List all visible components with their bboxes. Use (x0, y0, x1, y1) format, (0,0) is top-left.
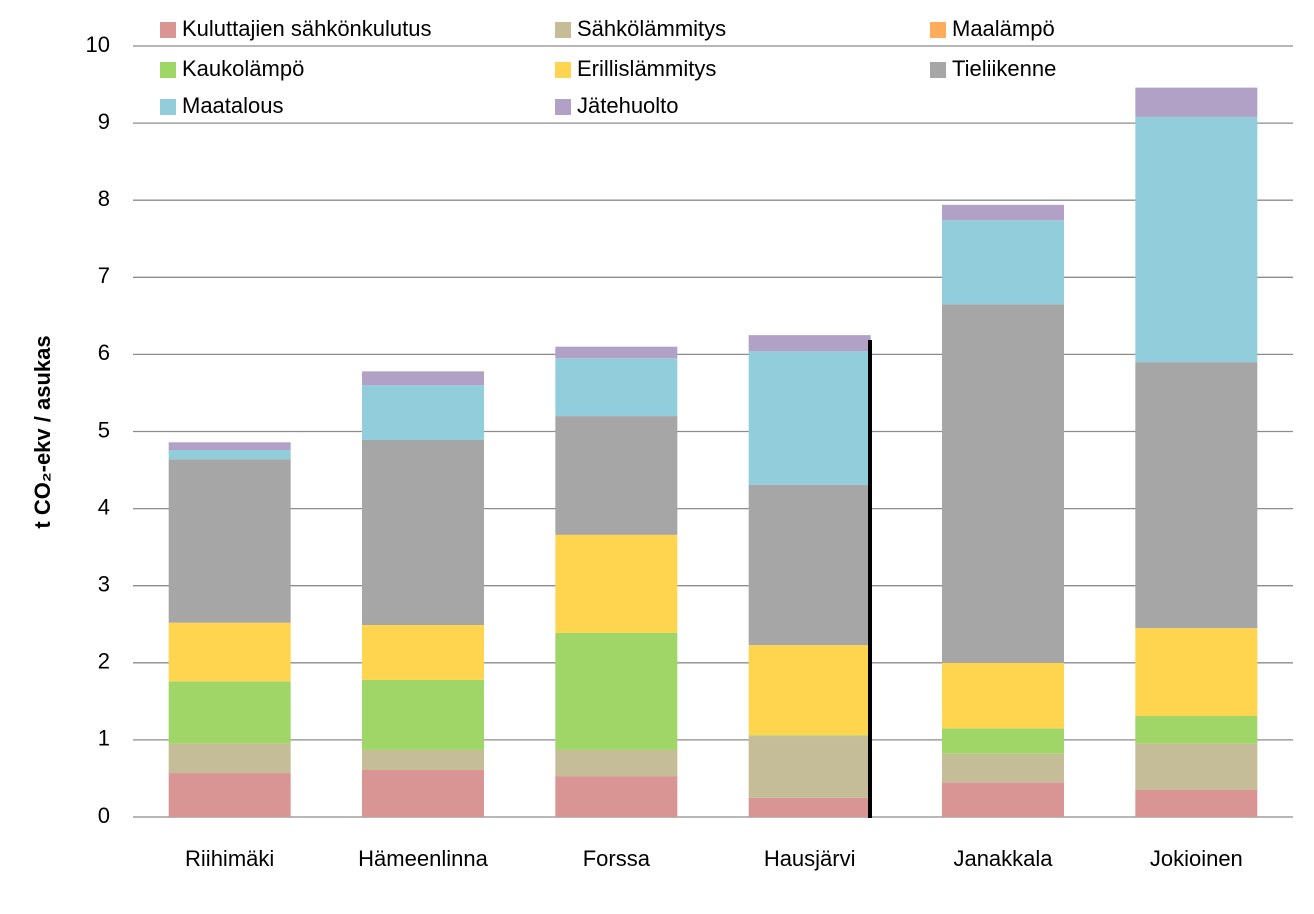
legend-label: Erillislämmitys (577, 56, 716, 81)
x-tick-label: Jokioinen (1150, 846, 1243, 871)
bar-segment (1135, 87, 1258, 117)
y-tick-label: 9 (98, 109, 110, 134)
legend-swatch (160, 22, 176, 38)
bar-segment (362, 371, 484, 386)
y-tick-label: 0 (98, 803, 110, 828)
legend-swatch (930, 62, 946, 78)
legend-swatch (555, 62, 571, 78)
bar-segment (1135, 116, 1258, 363)
legend-label: Jätehuolto (577, 93, 679, 118)
bar-segment (942, 753, 1064, 783)
bar-segment (168, 773, 291, 817)
bar-segment (168, 442, 291, 451)
bar-segment (748, 736, 871, 798)
bar-segment (362, 769, 484, 817)
bar-segment (748, 335, 871, 352)
bar-segment (555, 749, 678, 777)
bar-segment (555, 416, 678, 535)
x-tick-label: Riihimäki (185, 846, 274, 871)
y-tick-label: 1 (98, 726, 110, 751)
bar-segment (942, 728, 1064, 754)
legend-swatch (930, 22, 946, 38)
bar-segment (362, 625, 484, 680)
x-tick-label: Hämeenlinna (358, 846, 488, 871)
y-tick-label: 8 (98, 186, 110, 211)
legend-label: Kuluttajien sähkönkulutus (182, 16, 432, 41)
legend-swatch (160, 62, 176, 78)
bar-segment (1135, 362, 1258, 629)
bar-segment (1135, 790, 1258, 817)
bar-segment (168, 459, 291, 623)
bar-segment (942, 782, 1064, 817)
y-tick-label: 7 (98, 263, 110, 288)
y-tick-label: 3 (98, 572, 110, 597)
bar-segment (362, 385, 484, 440)
bar-segment (748, 351, 871, 485)
bar-segment (168, 681, 291, 744)
y-tick-label: 5 (98, 417, 110, 442)
bar-segment (942, 220, 1064, 305)
bar-segment (555, 346, 678, 359)
bar-segment (1135, 743, 1258, 791)
bar-segment (362, 679, 484, 750)
bar-segment (362, 749, 484, 770)
x-tick-label: Janakkala (953, 846, 1053, 871)
bar-segment (168, 450, 291, 460)
bar-segment (168, 622, 291, 682)
bar-segment (555, 776, 678, 817)
bar-segment (748, 735, 871, 737)
legend-swatch (555, 99, 571, 115)
y-axis-title: t CO₂-ekv / asukas (30, 335, 55, 528)
bar-segment (942, 204, 1064, 221)
bar-segment (748, 484, 871, 646)
bar-segment (748, 797, 871, 817)
y-tick-label: 10 (86, 32, 110, 57)
bar-segment (362, 439, 484, 626)
legend-label: Kaukolämpö (182, 56, 304, 81)
legend-swatch (555, 22, 571, 38)
bar-segment (555, 632, 678, 750)
bar-segment (942, 662, 1064, 729)
x-tick-label: Hausjärvi (764, 846, 856, 871)
legend-label: Maalämpö (952, 16, 1055, 41)
legend-label: Tieliikenne (952, 56, 1056, 81)
y-tick-label: 6 (98, 340, 110, 365)
bar-segment (168, 743, 291, 774)
bar-segment (942, 304, 1064, 663)
bar-segment (555, 358, 678, 417)
legend-label: Sähkölämmitys (577, 16, 726, 41)
bar-segment (555, 534, 678, 633)
bar-segment (1135, 628, 1258, 716)
bar-segment (1135, 715, 1258, 744)
bar-segment (748, 645, 871, 736)
y-tick-label: 2 (98, 649, 110, 674)
legend-label: Maatalous (182, 93, 284, 118)
legend-swatch (160, 99, 176, 115)
x-tick-label: Forssa (583, 846, 651, 871)
y-tick-label: 4 (98, 494, 110, 519)
